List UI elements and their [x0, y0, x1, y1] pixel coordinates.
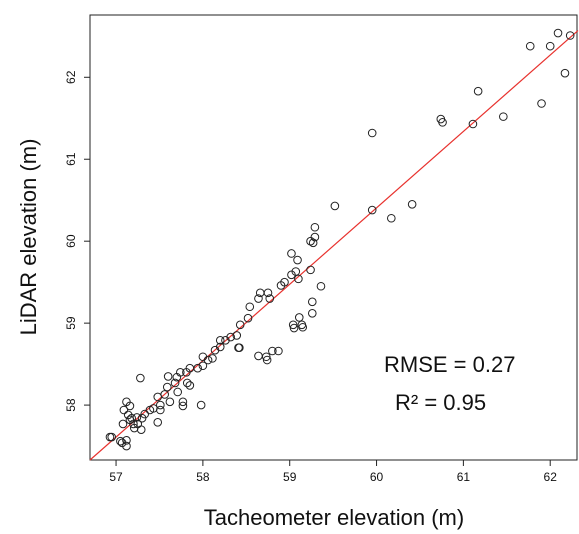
scatter-point — [156, 405, 165, 415]
scatter-point — [133, 419, 143, 429]
scatter-point — [156, 400, 165, 410]
scatter-point — [163, 372, 173, 381]
scatter-point — [245, 302, 255, 312]
scatter-point — [172, 372, 182, 382]
scatter-point — [289, 323, 299, 333]
x-tick-label: 62 — [544, 470, 558, 484]
scatter-point — [287, 270, 296, 280]
scatter-point — [198, 361, 208, 371]
scatter-point — [310, 222, 320, 232]
scatter-point — [105, 432, 115, 442]
scatter-point — [243, 313, 253, 323]
x-axis-title: Tacheometer elevation (m) — [204, 505, 464, 530]
scatter-point — [215, 336, 225, 345]
scatter-point — [185, 381, 195, 390]
scatter-point — [306, 265, 315, 275]
scatter-point — [545, 41, 555, 51]
scatter-point — [560, 68, 570, 78]
scatter-point — [280, 277, 289, 287]
scatter-point — [107, 432, 117, 442]
scatter-point — [196, 400, 206, 410]
scatter-point — [221, 336, 230, 345]
scatter-point — [182, 378, 192, 388]
scatter-point — [125, 401, 135, 411]
x-tick-label: 58 — [196, 470, 210, 484]
scatter-point — [287, 249, 296, 258]
scatter-point — [116, 436, 125, 446]
scatter-point — [330, 201, 340, 211]
scatter-point — [367, 128, 377, 138]
scatter-point — [178, 397, 188, 407]
scatter-point — [170, 378, 180, 388]
scatter-point — [232, 331, 242, 340]
scatter-point — [153, 418, 163, 427]
y-tick-label: 60 — [64, 234, 78, 248]
scatter-point — [553, 28, 563, 38]
scatter-point — [294, 274, 303, 284]
scatter-point — [407, 200, 417, 209]
scatter-point — [119, 405, 129, 415]
plot-frame — [89, 14, 578, 461]
scatter-point — [178, 401, 188, 411]
x-tick-label: 57 — [109, 470, 123, 484]
scatter-point — [293, 255, 302, 265]
scatter-point — [122, 441, 131, 451]
x-tick-label: 60 — [370, 470, 384, 484]
scatter-point — [468, 119, 478, 129]
scatter-point — [308, 238, 318, 248]
scatter-point — [208, 354, 217, 363]
scatter-point — [118, 419, 128, 429]
scatter-point — [145, 405, 155, 415]
scatter-point — [367, 205, 377, 215]
scatter-point — [499, 112, 508, 121]
y-axis-title: LiDAR elevation (m) — [16, 139, 41, 336]
scatter-point — [136, 425, 146, 434]
scatter-point — [198, 352, 208, 362]
annotation: RMSE = 0.27 — [384, 352, 515, 377]
scatter-point — [254, 294, 263, 303]
y-tick-label: 58 — [64, 398, 78, 412]
scatter-point — [173, 387, 183, 397]
scatter-point — [235, 320, 245, 330]
y-tick-label: 59 — [64, 316, 78, 330]
scatter-point — [268, 346, 277, 356]
scatter-point — [297, 320, 307, 330]
scatter-point — [565, 31, 575, 40]
x-tick-label: 59 — [283, 470, 297, 484]
annotation: R² = 0.95 — [395, 390, 486, 415]
scatter-point — [235, 343, 244, 353]
fit-line — [89, 30, 579, 461]
scatter-point — [436, 114, 446, 124]
scatter-point — [123, 410, 133, 420]
scatter-point — [274, 346, 283, 356]
scatter-point — [316, 281, 326, 291]
scatter-point — [307, 309, 317, 318]
scatter-point — [306, 236, 315, 246]
scatter-point — [262, 355, 272, 365]
scatter-point — [122, 436, 131, 445]
scatter-point — [165, 397, 175, 407]
scatter-point — [255, 288, 265, 298]
x-tick-label: 61 — [457, 470, 471, 484]
scatter-point — [288, 320, 298, 330]
y-tick-label: 61 — [64, 152, 78, 166]
scatter-point — [210, 345, 220, 355]
scatter-point — [473, 86, 483, 96]
scatter-point — [537, 99, 546, 108]
scatter-point — [137, 413, 147, 423]
y-tick-label: 62 — [64, 70, 78, 84]
scatter-point — [294, 313, 304, 322]
scatter-point — [261, 352, 271, 362]
scatter-point — [307, 297, 317, 307]
scatter-point — [129, 419, 138, 429]
scatter-point — [265, 294, 275, 303]
scatter-point — [162, 382, 172, 392]
scatter-point — [254, 351, 263, 361]
scatter-point — [387, 213, 396, 223]
scatter-point — [136, 373, 145, 383]
scatter-point — [525, 41, 535, 51]
scatter-point — [182, 368, 191, 377]
scatter-point — [153, 392, 163, 402]
